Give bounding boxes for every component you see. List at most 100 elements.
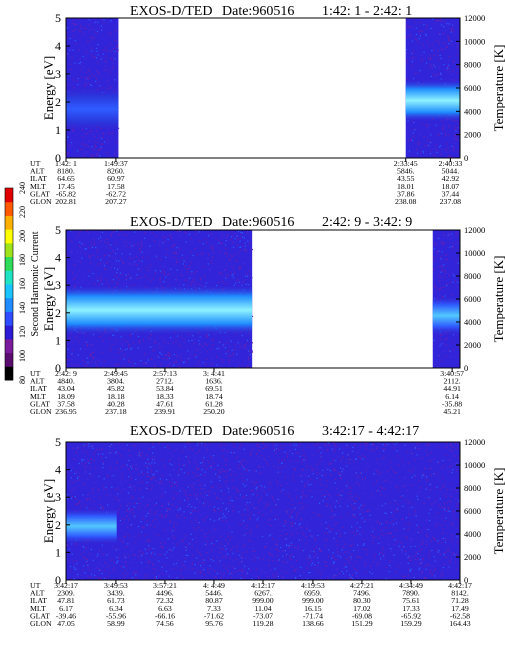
speckle — [245, 573, 247, 575]
speckle — [442, 477, 444, 479]
speckle — [198, 343, 201, 345]
speckle — [124, 577, 126, 579]
speckle — [334, 524, 336, 527]
speckle — [392, 470, 395, 472]
speckle — [324, 538, 326, 540]
speckle — [241, 557, 243, 559]
speckle — [87, 233, 89, 235]
orbit-value: 237.18 — [105, 407, 127, 416]
speckle — [134, 571, 136, 573]
speckle — [243, 468, 245, 470]
y-right-tick-label: 6000 — [464, 506, 481, 516]
speckle — [241, 560, 243, 562]
speckle — [170, 237, 172, 239]
speckle — [217, 508, 220, 510]
speckle — [297, 548, 299, 550]
speckle — [449, 560, 451, 562]
speckle — [190, 261, 193, 264]
speckle — [455, 503, 458, 505]
speckle — [138, 451, 141, 453]
speckle — [445, 517, 447, 519]
speckle — [136, 468, 139, 470]
speckle — [144, 575, 146, 577]
speckle — [366, 443, 368, 445]
speckle — [300, 518, 302, 520]
speckle — [88, 553, 90, 555]
speckle — [96, 50, 98, 52]
speckle — [355, 473, 357, 475]
speckle — [76, 77, 78, 79]
speckle — [88, 19, 90, 21]
speckle — [194, 354, 196, 356]
speckle — [213, 531, 215, 533]
orbit-value: 95.76 — [205, 619, 223, 628]
speckle — [342, 456, 344, 458]
speckle — [194, 518, 196, 520]
speckle — [434, 285, 436, 287]
speckle — [159, 478, 161, 480]
speckle — [101, 148, 103, 150]
y-tick-label: 2 — [55, 518, 61, 532]
speckle — [414, 545, 416, 547]
speckle — [336, 487, 338, 490]
speckle — [81, 463, 83, 465]
speckle — [268, 535, 270, 537]
speckle — [73, 24, 75, 27]
panel-title: EXOS-D/TED — [130, 424, 212, 439]
speckle — [445, 134, 447, 136]
orbit-value: 18.18 — [107, 392, 125, 401]
speckle — [226, 342, 228, 344]
speckle — [362, 520, 364, 522]
speckle — [232, 353, 234, 356]
speckle — [199, 552, 201, 554]
speckle — [249, 477, 251, 479]
speckle — [111, 232, 113, 234]
speckle — [97, 82, 99, 84]
speckle — [110, 452, 112, 454]
speckle — [243, 570, 245, 572]
orbit-value: 71.28 — [451, 596, 469, 605]
speckle — [92, 487, 94, 490]
speckle — [268, 445, 270, 447]
speckle — [443, 64, 445, 66]
speckle — [110, 87, 112, 89]
speckle — [452, 27, 454, 29]
speckle — [381, 542, 383, 544]
speckle — [229, 362, 231, 364]
speckle — [195, 356, 197, 358]
speckle — [225, 282, 227, 285]
speckle — [96, 154, 98, 156]
speckle — [201, 461, 203, 464]
speckle — [97, 130, 99, 132]
orbit-value: 7890. — [402, 589, 420, 598]
speckle — [259, 558, 261, 560]
speckle — [362, 455, 364, 457]
speckle — [431, 505, 433, 507]
speckle — [326, 479, 329, 482]
speckle — [172, 342, 175, 344]
speckle — [431, 503, 433, 505]
speckle — [193, 281, 195, 283]
speckle — [175, 355, 178, 357]
speckle — [443, 464, 445, 467]
speckle — [356, 544, 359, 546]
speckle — [443, 553, 445, 556]
speckle — [431, 474, 433, 476]
speckle — [412, 52, 414, 54]
speckle — [240, 231, 242, 233]
orbit-value: 47.61 — [156, 399, 174, 408]
speckle — [244, 275, 247, 277]
speckle — [110, 445, 112, 447]
speckle — [67, 136, 69, 138]
speckle — [159, 270, 162, 272]
speckle — [425, 487, 428, 489]
speckle — [450, 558, 453, 560]
panel-time-range: 2:42: 9 - 3:42: 9 — [322, 215, 412, 230]
speckle — [245, 279, 247, 281]
speckle — [176, 335, 179, 337]
speckle — [448, 64, 450, 66]
speckle — [70, 570, 72, 572]
speckle — [126, 341, 128, 343]
orbit-value: 1636. — [205, 377, 223, 386]
speckle — [102, 506, 104, 508]
